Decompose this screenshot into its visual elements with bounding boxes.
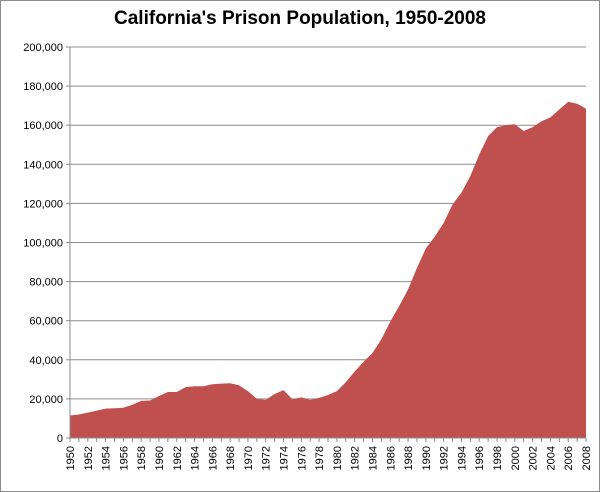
x-tick-label: 1978 bbox=[314, 446, 326, 470]
area-series-fill bbox=[70, 101, 586, 439]
y-tick-label: 200,000 bbox=[23, 42, 63, 54]
x-tick-label: 1972 bbox=[261, 446, 273, 470]
x-tick-label: 1970 bbox=[243, 446, 255, 470]
x-tick-label: 2008 bbox=[581, 446, 593, 470]
y-tick-label: 100,000 bbox=[23, 238, 63, 250]
y-tick-label: 120,000 bbox=[23, 198, 63, 210]
x-tick-label: 1960 bbox=[154, 446, 166, 470]
area-series bbox=[69, 101, 587, 439]
x-tick-label: 1984 bbox=[367, 446, 379, 470]
x-tick-label: 2006 bbox=[563, 446, 575, 470]
x-tick-label: 1964 bbox=[190, 446, 202, 470]
x-tick-label: 1996 bbox=[474, 446, 486, 470]
x-tick-label: 1986 bbox=[385, 446, 397, 470]
x-tick-label: 2002 bbox=[528, 446, 540, 470]
y-tick-label: 40,000 bbox=[29, 355, 63, 367]
y-tick-label: 20,000 bbox=[29, 394, 63, 406]
x-tick-label: 1976 bbox=[296, 446, 308, 470]
x-tick-label: 1982 bbox=[350, 446, 362, 470]
x-tick-label: 1966 bbox=[207, 446, 219, 470]
y-tick-label: 160,000 bbox=[23, 120, 63, 132]
y-tick-label: 0 bbox=[57, 433, 63, 445]
x-tick-label: 1990 bbox=[421, 446, 433, 470]
x-tick-label: 1968 bbox=[225, 446, 237, 470]
x-tick-label: 2004 bbox=[545, 446, 557, 470]
x-tick-label: 1962 bbox=[172, 446, 184, 470]
y-axis-ticks: 0 20,000 40,000 60,000 80,000 100,000 120,000 1… bbox=[23, 42, 63, 445]
x-tick-label: 1958 bbox=[136, 446, 148, 470]
x-tick-label: 2000 bbox=[510, 446, 522, 470]
x-tick-label: 1952 bbox=[83, 446, 95, 470]
x-tick-label: 1954 bbox=[101, 446, 113, 470]
x-tick-label: 1950 bbox=[65, 446, 77, 470]
x-tick-label: 1994 bbox=[456, 446, 468, 470]
y-tick-label: 60,000 bbox=[29, 316, 63, 328]
axes bbox=[66, 46, 587, 442]
x-tick-label: 1992 bbox=[439, 446, 451, 470]
y-tick-label: 80,000 bbox=[29, 277, 63, 289]
x-axis-ticks: 1950 1952 1954 1956 1958 1960 1962 1964 1966 1968… bbox=[65, 446, 593, 470]
x-tick-label: 1974 bbox=[279, 446, 291, 470]
y-tick-label: 140,000 bbox=[23, 159, 63, 171]
x-tick-label: 1988 bbox=[403, 446, 415, 470]
y-tick-label: 180,000 bbox=[23, 81, 63, 93]
x-tick-label: 1956 bbox=[118, 446, 130, 470]
x-tick-label: 1980 bbox=[332, 446, 344, 470]
x-tick-label: 1998 bbox=[492, 446, 504, 470]
chart-title: California's Prison Population, 1950-200… bbox=[114, 8, 486, 29]
